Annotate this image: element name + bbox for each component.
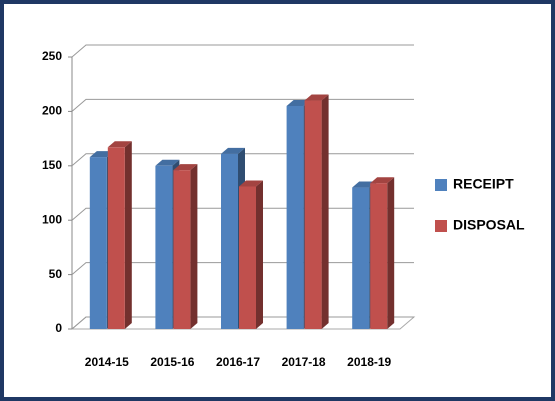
x-tick-label: 2017-18 (282, 355, 326, 369)
grid-line (71, 44, 414, 58)
x-tick-label: 2016-17 (216, 355, 260, 369)
y-tick-label: 0 (55, 321, 62, 335)
bar (370, 183, 388, 329)
x-tick-label: 2018-19 (347, 355, 391, 369)
bar (304, 100, 322, 330)
bar-side (124, 141, 132, 329)
bar (155, 165, 173, 329)
bar (173, 170, 191, 329)
y-tick-label: 50 (49, 267, 63, 281)
bar-top (173, 164, 198, 171)
bar (239, 186, 256, 329)
x-tick-label: 2015-16 (150, 355, 194, 369)
bar-top (239, 180, 263, 187)
bar-side (256, 180, 263, 329)
bar-top (370, 177, 395, 184)
bar-top (304, 94, 329, 101)
bar-side (387, 177, 395, 329)
legend-label: RECEIPT (453, 176, 514, 192)
bar-top (221, 147, 245, 154)
y-tick-label: 100 (42, 212, 62, 226)
bar (352, 187, 370, 329)
legend-swatch (435, 220, 447, 232)
bar (286, 105, 304, 330)
bar (107, 147, 125, 329)
legend-swatch (435, 179, 447, 191)
bar-top (155, 159, 180, 166)
bar (221, 153, 238, 329)
grid-line (71, 98, 414, 112)
legend-label: DISPOSAL (453, 217, 525, 233)
y-tick-label: 200 (42, 104, 62, 118)
x-tick-label: 2014-15 (85, 355, 129, 369)
bar (89, 157, 107, 329)
bar-side (190, 164, 198, 329)
y-tick-label: 150 (42, 158, 62, 172)
bar-top (107, 141, 132, 148)
bar-side (321, 94, 329, 330)
y-tick-label: 250 (42, 49, 62, 63)
